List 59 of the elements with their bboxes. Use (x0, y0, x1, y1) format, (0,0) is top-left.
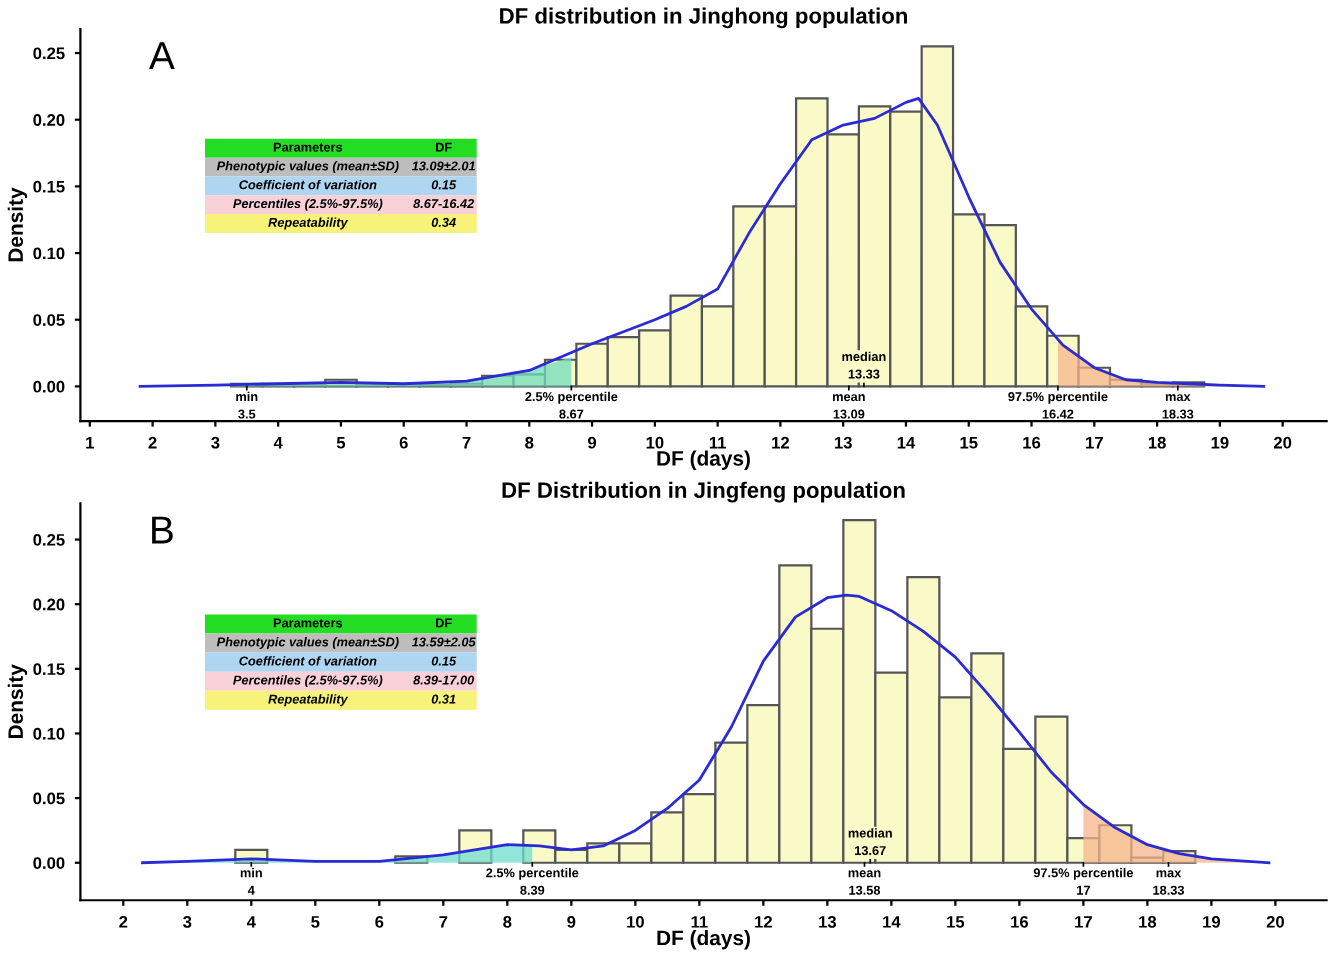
x-tick-label: 1 (86, 436, 94, 449)
x-tick-label: 18 (1148, 436, 1166, 449)
x-tick-label: 2 (148, 436, 157, 449)
y-tick-label: 0.05 (33, 314, 65, 326)
x-tick-label: 4 (246, 916, 256, 928)
y-tick-label: 0.20 (33, 598, 65, 611)
x-tick-label: 20 (1266, 915, 1284, 928)
y-tick-label: 0.15 (33, 663, 65, 676)
x-tick-label: 8 (525, 436, 534, 449)
x-tick-label: 17 (1086, 436, 1103, 449)
x-tick-label: 10 (646, 436, 664, 449)
y-axis-title: Density (7, 187, 28, 262)
x-tick-label: 10 (627, 915, 644, 928)
x-tick-label: 3 (183, 915, 192, 928)
x-tick-label: 15 (947, 916, 965, 928)
y-tick-label: 0.20 (33, 114, 65, 126)
x-tick-label: 19 (1203, 915, 1221, 928)
x-tick-label: 20 (1273, 436, 1292, 449)
x-tick-label: 3 (211, 436, 220, 449)
y-tick-label: 0.10 (33, 247, 65, 260)
x-tick-label: 9 (588, 436, 597, 449)
x-tick-label: 11 (709, 436, 726, 449)
x-tick-label: 9 (567, 915, 576, 928)
x-tick-label: 5 (336, 436, 346, 449)
x-tick-label: 4 (273, 436, 283, 449)
y-tick-label: 0.25 (33, 47, 65, 60)
x-tick-label: 18 (1139, 915, 1157, 928)
x-tick-label: 15 (960, 436, 978, 449)
y-tick-label: 0.15 (33, 180, 65, 193)
chart-title: DF distribution in Jinghong population (500, 7, 908, 29)
x-tick-label: 12 (772, 436, 790, 449)
x-tick-label: 14 (897, 436, 916, 449)
y-tick-label: 0.25 (33, 533, 65, 546)
x-tick-label: 13 (819, 915, 837, 928)
x-tick-label: 7 (439, 916, 448, 928)
x-axis-title: DF (days) (657, 930, 750, 950)
annotation: A (149, 42, 175, 69)
chart-title: DF Distribution in Jingfeng population (502, 481, 905, 503)
x-tick-label: 13 (834, 436, 852, 449)
y-tick-label: 0.10 (33, 727, 65, 740)
y-tick-label: 0.00 (33, 857, 65, 869)
x-tick-label: 14 (883, 916, 901, 928)
x-tick-label: 7 (462, 436, 471, 449)
annotation: B (152, 516, 173, 544)
x-tick-label: 16 (1023, 436, 1041, 449)
x-tick-label: 8 (503, 915, 512, 928)
x-axis-title: DF (days) (657, 450, 750, 470)
x-tick-label: 6 (399, 436, 408, 449)
y-tick-label: 0.00 (33, 380, 65, 393)
x-tick-label: 16 (1011, 915, 1029, 928)
x-tick-label: 19 (1211, 436, 1229, 449)
y-axis-title: Density (7, 664, 28, 739)
x-tick-label: 5 (311, 916, 320, 928)
x-tick-label: 6 (375, 915, 384, 928)
x-tick-label: 11 (691, 916, 708, 928)
x-tick-label: 12 (755, 915, 772, 928)
x-tick-label: 17 (1075, 916, 1092, 928)
y-tick-label: 0.05 (33, 792, 65, 805)
x-tick-label: 2 (119, 915, 128, 928)
